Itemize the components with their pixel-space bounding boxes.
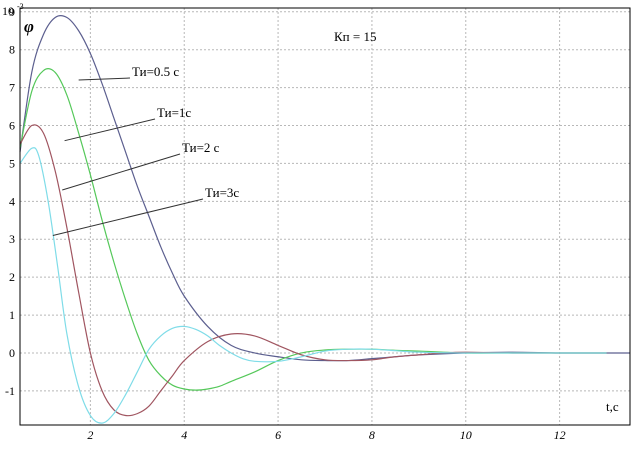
series-line-1 bbox=[19, 14, 630, 362]
y-tick-label: 0 bbox=[9, 346, 15, 360]
series-pointer-line bbox=[78, 77, 131, 81]
y-tick-label: -1 bbox=[5, 384, 15, 398]
x-tick-label: 2 bbox=[87, 428, 93, 442]
y-axis-label: φ bbox=[24, 17, 34, 36]
series-line-4 bbox=[19, 147, 607, 424]
series-labels: Ти=0.5 с Ти=1с Ти=2 с Ти=3с bbox=[132, 64, 239, 200]
x-axis-label: t,c bbox=[606, 399, 619, 414]
x-tick-label: 8 bbox=[369, 428, 375, 442]
y-tick-label: 5 bbox=[9, 156, 15, 170]
y-tick-label: 8 bbox=[9, 43, 15, 57]
x-tick-label: 12 bbox=[554, 428, 566, 442]
series-line-3 bbox=[19, 124, 607, 417]
x-tick-label: 6 bbox=[275, 428, 281, 442]
y-scale-base: 10 bbox=[2, 4, 14, 18]
series-line-2 bbox=[19, 68, 607, 391]
series-label: Ти=1с bbox=[157, 105, 191, 120]
y-tick-label: 6 bbox=[9, 119, 15, 133]
series-label: Ти=0.5 с bbox=[132, 64, 179, 79]
series-label: Ти=3с bbox=[205, 185, 239, 200]
y-tick-label: 2 bbox=[9, 270, 15, 284]
y-tick-label: 7 bbox=[9, 81, 15, 95]
series-pointer-line bbox=[52, 198, 204, 236]
gain-annotation: Кп = 15 bbox=[334, 29, 376, 44]
x-tick-label: 10 bbox=[460, 428, 472, 442]
y-scale-exponent: -3 bbox=[17, 2, 24, 11]
plot-frame bbox=[19, 7, 631, 426]
x-tick-label: 4 bbox=[181, 428, 187, 442]
series-label: Ти=2 с bbox=[182, 140, 220, 155]
y-tick-label: 1 bbox=[9, 308, 15, 322]
grid-lines bbox=[20, 8, 630, 425]
y-tick-label: 9 bbox=[9, 5, 15, 19]
series-lines bbox=[19, 14, 630, 424]
series-pointer-line bbox=[64, 118, 156, 142]
series-pointer-line bbox=[62, 153, 181, 191]
y-tick-label: 4 bbox=[9, 194, 15, 208]
y-tick-label: 3 bbox=[9, 232, 15, 246]
pointer-lines bbox=[52, 77, 204, 236]
